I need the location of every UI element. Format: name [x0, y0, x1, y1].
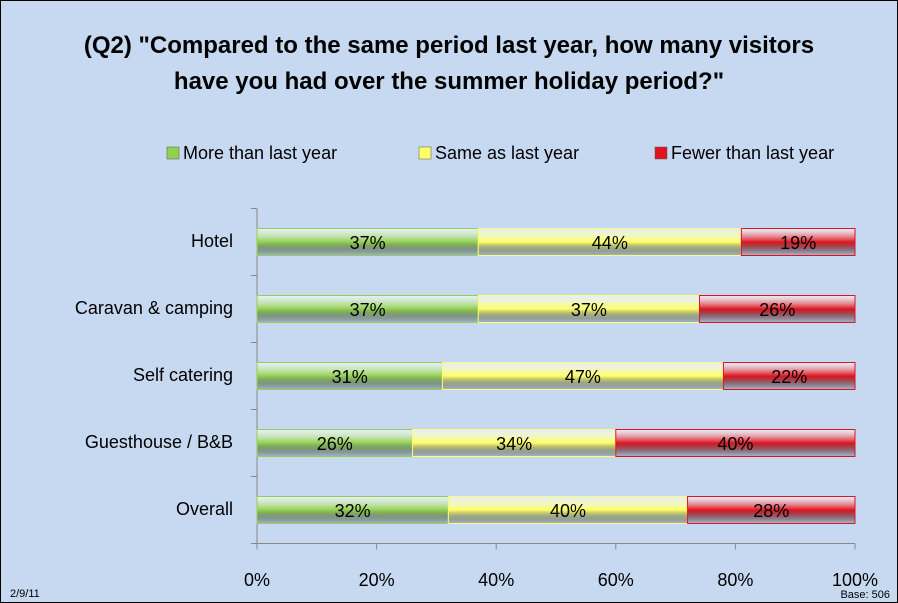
- x-tick-label: 0%: [244, 570, 270, 590]
- data-label: 28%: [753, 501, 789, 521]
- data-label: 26%: [759, 300, 795, 320]
- bar-segment: [740, 228, 856, 256]
- data-label: 40%: [550, 501, 586, 521]
- y-tick-label: Overall: [176, 499, 233, 519]
- title-box: (Q2) "Compared to the same period last y…: [83, 32, 815, 95]
- data-label: 22%: [771, 367, 807, 387]
- legend-label: Fewer than last year: [671, 143, 834, 163]
- y-tick-label: Self catering: [133, 365, 233, 385]
- bar-segment: [447, 496, 689, 524]
- x-tick-label: 20%: [359, 570, 395, 590]
- data-label: 34%: [496, 434, 532, 454]
- bar-segment: [615, 429, 856, 457]
- data-label: 47%: [565, 367, 601, 387]
- legend-swatch: [166, 146, 180, 160]
- footnote-base: Base: 506: [840, 589, 890, 601]
- data-label: 44%: [592, 233, 628, 253]
- chart-title: (Q2) "Compared to the same period last y…: [83, 32, 815, 95]
- legend-label: Same as last year: [435, 143, 579, 163]
- bar-segment: [477, 295, 701, 323]
- data-label: 37%: [350, 300, 386, 320]
- bar-segment: [722, 362, 856, 390]
- y-tick-label: Hotel: [191, 231, 233, 251]
- bar-segment: [256, 429, 413, 457]
- data-label: 37%: [571, 300, 607, 320]
- bar-segment: [256, 496, 449, 524]
- legend-swatch: [418, 146, 432, 160]
- bar-segment: [477, 228, 742, 256]
- footnote-date: 2/9/11: [10, 588, 40, 600]
- data-label: 37%: [350, 233, 386, 253]
- x-tick-label: 80%: [717, 570, 753, 590]
- bar-segment: [411, 429, 617, 457]
- legend-swatch: [654, 146, 668, 160]
- data-label: 40%: [717, 434, 753, 454]
- x-tick-label: 40%: [478, 570, 514, 590]
- legend-label: More than last year: [183, 143, 337, 163]
- data-label: 26%: [317, 434, 353, 454]
- y-tick-label: Caravan & camping: [75, 298, 233, 318]
- bar-segment: [256, 362, 443, 390]
- data-label: 32%: [335, 501, 371, 521]
- bar-segment: [699, 295, 856, 323]
- data-label: 19%: [780, 233, 816, 253]
- bar-segment: [687, 496, 856, 524]
- x-tick-label: 100%: [832, 570, 878, 590]
- y-tick-label: Guesthouse / B&B: [85, 432, 233, 452]
- x-tick-label: 60%: [598, 570, 634, 590]
- data-label: 31%: [332, 367, 368, 387]
